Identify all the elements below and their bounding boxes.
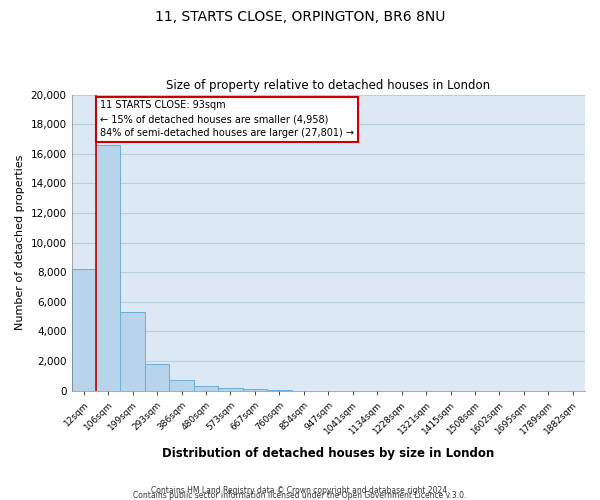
X-axis label: Distribution of detached houses by size in London: Distribution of detached houses by size …: [162, 447, 494, 460]
Title: Size of property relative to detached houses in London: Size of property relative to detached ho…: [166, 79, 490, 92]
Text: Contains HM Land Registry data © Crown copyright and database right 2024.: Contains HM Land Registry data © Crown c…: [151, 486, 449, 495]
Bar: [194, 386, 218, 390]
Bar: [169, 380, 194, 390]
Text: Contains public sector information licensed under the Open Government Licence v.: Contains public sector information licen…: [133, 491, 467, 500]
Bar: [242, 389, 267, 390]
Text: 11 STARTS CLOSE: 93sqm
← 15% of detached houses are smaller (4,958)
84% of semi-: 11 STARTS CLOSE: 93sqm ← 15% of detached…: [100, 100, 353, 138]
Y-axis label: Number of detached properties: Number of detached properties: [15, 155, 25, 330]
Bar: [96, 145, 121, 390]
Bar: [121, 312, 145, 390]
Bar: [218, 388, 242, 390]
Text: 11, STARTS CLOSE, ORPINGTON, BR6 8NU: 11, STARTS CLOSE, ORPINGTON, BR6 8NU: [155, 10, 445, 24]
Bar: [145, 364, 169, 390]
Bar: [71, 270, 96, 390]
